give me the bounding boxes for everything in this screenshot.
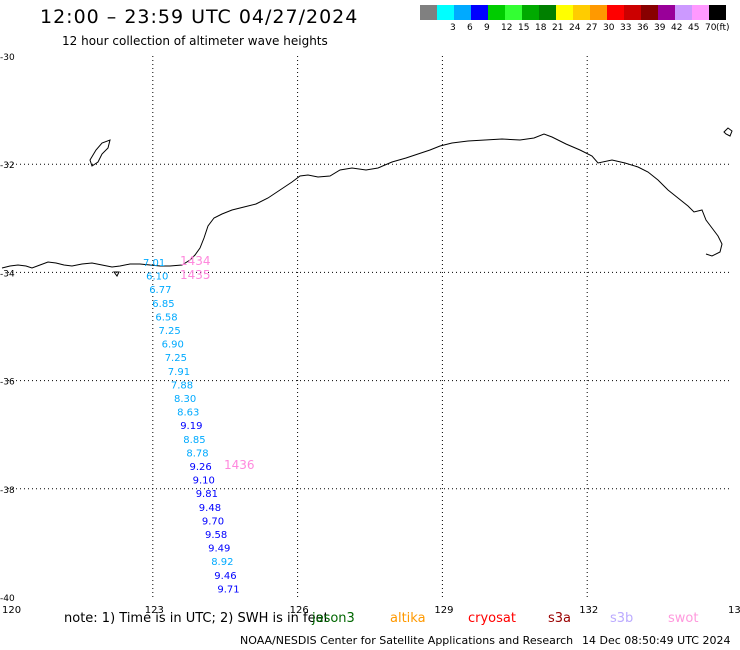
- wave-height-value: 9.58: [205, 530, 227, 541]
- scale-swatch: [488, 5, 505, 20]
- scale-label: 12: [501, 23, 513, 33]
- scale-swatch: [556, 5, 573, 20]
- wave-height-value: 9.48: [199, 503, 221, 514]
- scale-label: 36: [637, 23, 649, 33]
- wave-height-observations: 7.01 6.10 6.77 6.85 6.58 7.25 6.90 7.25 7.91 7.88…: [143, 258, 240, 595]
- wave-height-value: 8.63: [177, 408, 199, 419]
- scale-label: 6: [467, 23, 473, 33]
- wave-height-value: 8.78: [186, 448, 208, 459]
- wave-height-value: 9.70: [202, 516, 224, 527]
- scale-swatch: [505, 5, 522, 20]
- scale-swatch: [709, 5, 726, 20]
- wave-height-value: 9.10: [193, 476, 215, 487]
- scale-swatch: [641, 5, 658, 20]
- pass-time-label: 1434: [180, 254, 211, 268]
- map-axis-ticks: 120 123 126 129 132 135 -30 -32 -34 -36 -38 -40: [0, 53, 740, 616]
- satellite-legend-item: jason3: [312, 611, 355, 626]
- wave-height-value: 6.77: [149, 285, 171, 296]
- wave-height-value: 6.85: [152, 299, 174, 310]
- wave-height-value: 8.30: [174, 394, 196, 405]
- satellite-legend-item: cryosat: [468, 611, 516, 626]
- scale-label: 15: [518, 23, 530, 33]
- scale-swatch: [675, 5, 692, 20]
- wave-height-value: 7.88: [171, 380, 193, 391]
- lon-tick-label: 126: [290, 605, 309, 616]
- wave-height-value: 6.90: [162, 340, 184, 351]
- satellite-legend-item: altika: [390, 611, 426, 626]
- lat-tick-label: -38: [0, 486, 15, 496]
- generation-timestamp: 14 Dec 08:50:49 UTC 2024: [582, 634, 731, 647]
- map-subtitle: 12 hour collection of altimeter wave hei…: [62, 34, 328, 48]
- scale-swatch: [420, 5, 437, 20]
- wave-height-value: 7.01: [143, 258, 165, 269]
- wave-height-value: 9.19: [180, 421, 202, 432]
- scale-label: 21: [552, 23, 564, 33]
- units-note: note: 1) Time is in UTC; 2) SWH is in fe…: [64, 611, 329, 626]
- lon-tick-label: 123: [145, 605, 164, 616]
- scale-label: 9: [484, 23, 490, 33]
- scale-swatch: [471, 5, 488, 20]
- lon-tick-label: 132: [579, 605, 598, 616]
- scale-swatch: [590, 5, 607, 20]
- satellite-legend-item: s3a: [548, 611, 572, 626]
- color-scale-unit: (ft): [716, 23, 730, 33]
- satellite-legend-item: swot: [668, 611, 699, 626]
- scale-label: 70: [705, 23, 717, 33]
- wave-height-value: 9.71: [217, 584, 239, 595]
- coastline: [1, 127, 733, 277]
- wave-height-value: 8.92: [211, 557, 233, 568]
- scale-swatch: [454, 5, 471, 20]
- scale-swatch: [692, 5, 709, 20]
- wave-height-value: 7.25: [165, 353, 187, 364]
- scale-swatch: [624, 5, 641, 20]
- scale-label: 3: [450, 23, 456, 33]
- lat-tick-label: -32: [0, 161, 15, 171]
- map-grid: [8, 56, 732, 597]
- wave-height-value: 7.91: [168, 367, 190, 378]
- lon-tick-label: 120: [2, 605, 21, 616]
- wave-height-value: 6.10: [146, 272, 168, 283]
- scale-label: 18: [535, 23, 547, 33]
- lat-tick-label: -34: [0, 269, 15, 279]
- map-title: 12:00 – 23:59 UTC 04/27/2024: [40, 6, 359, 28]
- pass-time-label: 1436: [224, 458, 255, 472]
- lon-tick-label: 129: [434, 605, 453, 616]
- scale-label: 45: [688, 23, 700, 33]
- scale-swatch: [437, 5, 454, 20]
- scale-label: 39: [654, 23, 666, 33]
- pass-time-label: 1435: [180, 268, 211, 282]
- lat-tick-label: -30: [0, 53, 15, 63]
- wave-height-value: 8.85: [183, 435, 205, 446]
- scale-swatch: [607, 5, 624, 20]
- lon-tick-label: 135: [728, 605, 740, 616]
- wave-height-value: 7.25: [159, 326, 181, 337]
- scale-swatch: [539, 5, 556, 20]
- scale-label: 27: [586, 23, 598, 33]
- scale-label: 33: [620, 23, 632, 33]
- scale-swatch: [658, 5, 675, 20]
- scale-swatch: [573, 5, 590, 20]
- wave-height-value: 9.46: [214, 571, 236, 582]
- wave-height-value: 9.81: [196, 489, 218, 500]
- scale-swatch: [522, 5, 539, 20]
- credit-line: NOAA/NESDIS Center for Satellite Applica…: [240, 634, 574, 647]
- scale-label: 42: [671, 23, 683, 33]
- scale-label: 24: [569, 23, 581, 33]
- lat-tick-label: -36: [0, 378, 15, 388]
- wave-height-value: 9.26: [190, 462, 212, 473]
- wave-height-value: 9.49: [208, 544, 230, 555]
- lat-tick-label: -40: [0, 594, 15, 604]
- scale-label: 30: [603, 23, 615, 33]
- wave-height-value: 6.58: [155, 312, 177, 323]
- satellite-legend-item: s3b: [610, 611, 634, 626]
